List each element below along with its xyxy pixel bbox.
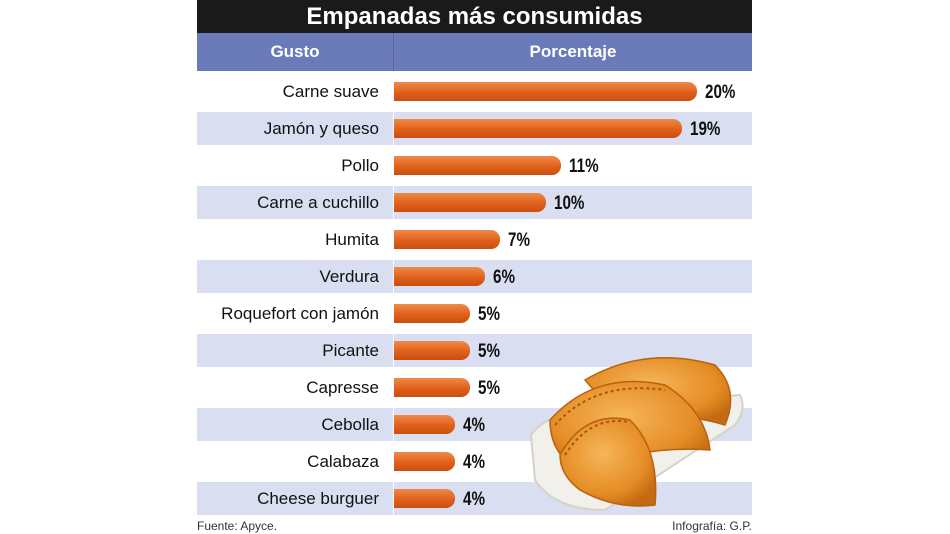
value-label: 5%	[477, 378, 500, 399]
chart-row: Capresse 5%	[197, 371, 752, 404]
row-divider	[393, 371, 394, 404]
row-divider	[393, 334, 394, 367]
category-label: Humita	[325, 230, 379, 249]
row-divider	[393, 445, 394, 478]
category-label: Carne suave	[282, 82, 379, 101]
value-label: 19%	[689, 119, 721, 140]
chart-row: Carne a cuchillo 10%	[197, 186, 752, 219]
category-label: Jamón y queso	[263, 119, 379, 138]
value-label: 4%	[462, 415, 485, 436]
value-label: 10%	[553, 193, 584, 214]
source-note: Fuente: Apyce.	[197, 519, 278, 533]
category-label: Carne a cuchillo	[257, 193, 379, 212]
row-divider	[393, 260, 394, 293]
category-label: Calabaza	[307, 452, 379, 471]
category-label: Pollo	[341, 156, 379, 175]
bar	[394, 267, 485, 286]
category-label: Cebolla	[321, 415, 379, 434]
value-label: 5%	[477, 304, 500, 325]
chart-row: Calabaza 4%	[197, 445, 752, 478]
category-label: Cheese burguer	[257, 489, 379, 508]
chart-title: Empanadas más consumidas	[197, 0, 752, 33]
value-label: 20%	[705, 82, 736, 103]
column-header-gusto: Gusto	[270, 42, 320, 61]
value-label: 6%	[492, 267, 515, 288]
row-divider	[393, 149, 394, 182]
row-divider	[393, 223, 394, 256]
column-header-porcentaje: Porcentaje	[529, 42, 617, 61]
row-divider	[393, 297, 394, 330]
value-label: 11%	[568, 156, 599, 177]
bar	[394, 378, 470, 397]
row-divider	[393, 408, 394, 441]
bar	[394, 341, 470, 360]
row-divider	[393, 482, 394, 515]
chart-row: Humita 7%	[197, 223, 752, 256]
table-header: Gusto Porcentaje	[197, 33, 752, 71]
bar	[394, 415, 455, 434]
bar	[394, 193, 546, 212]
bar	[394, 156, 561, 175]
row-divider	[393, 186, 394, 219]
chart-row: Cheese burguer 4%	[197, 482, 752, 515]
bar	[394, 304, 470, 323]
bar	[394, 489, 455, 508]
category-label: Capresse	[306, 378, 379, 397]
chart-row: Roquefort con jamón 5%	[197, 297, 752, 330]
row-divider	[393, 75, 394, 108]
value-label: 5%	[477, 341, 500, 362]
category-label: Picante	[322, 341, 379, 360]
chart-row: Pollo 11%	[197, 149, 752, 182]
header-divider	[393, 33, 394, 71]
chart-row: Jamón y queso 19%	[197, 112, 752, 145]
credit-note: Infografía: G.P.	[672, 519, 752, 533]
value-label: 4%	[462, 452, 485, 473]
bar	[394, 82, 697, 101]
category-label: Roquefort con jamón	[221, 304, 379, 323]
bar	[394, 452, 455, 471]
value-label: 7%	[508, 230, 531, 251]
value-label: 4%	[462, 489, 485, 510]
infographic: Empanadas más consumidas Gusto Porcentaj…	[197, 0, 752, 534]
empanadas-image	[529, 357, 744, 512]
bar	[394, 119, 682, 138]
row-divider	[393, 112, 394, 145]
bar	[394, 230, 501, 249]
chart-row: Carne suave 20%	[197, 75, 752, 108]
chart-row: Verdura 6%	[197, 260, 752, 293]
category-label: Verdura	[319, 267, 379, 286]
